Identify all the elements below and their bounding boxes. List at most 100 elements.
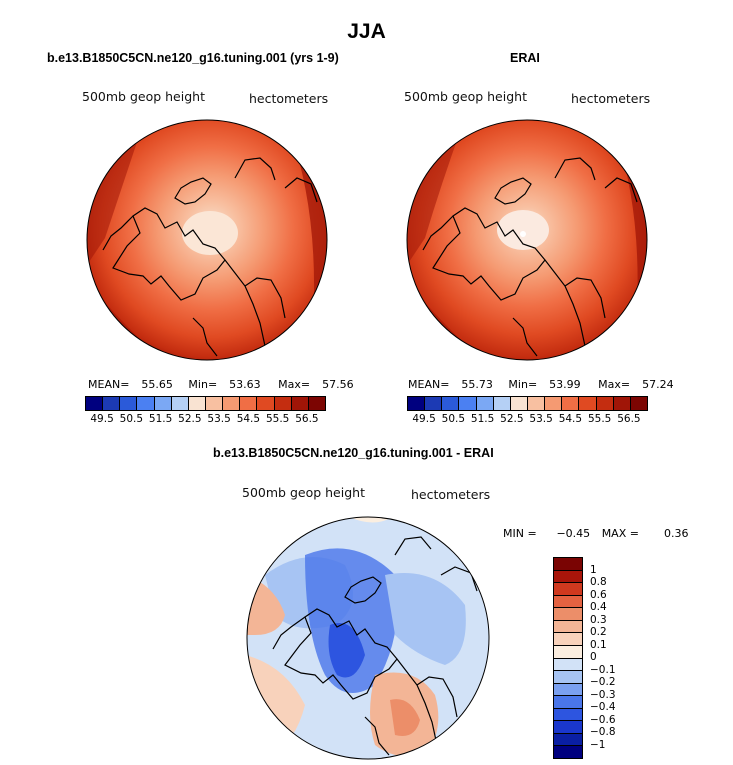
panel2-colorbar-tick-label: 51.5: [470, 413, 495, 425]
panel2-max-value: 57.24: [642, 378, 674, 391]
panel1-colorbar-swatch: [223, 397, 241, 410]
diff-colorbar-swatch: [554, 733, 582, 747]
panel2-colorbar-swatch: [459, 397, 477, 410]
panel2-variable-label: 500mb geop height: [404, 89, 527, 104]
panel2-colorbar-tick-label: 52.5: [500, 413, 524, 425]
diff-colorbar-tick-label: 0.8: [590, 576, 607, 588]
panel2-coastlines: [422, 157, 638, 357]
panel2-colorbar-swatch: [408, 397, 426, 410]
panel1-colorbar-tick-label: 56.5: [295, 413, 319, 425]
panel2-colorbar-tick-label: 56.5: [617, 413, 641, 425]
diff-colorbar-swatch: [554, 746, 582, 758]
panel1-colorbar-tick-label: 51.5: [148, 413, 173, 425]
diff-colorbar-ticks: 1 0.8 0.6 0.4 0.3 0.2 0.1 0 −0.1 −0.2 −0.3 −0.4 −0.6…: [590, 557, 630, 757]
diff-colorbar-swatch: [554, 696, 582, 709]
diff-map-border: [246, 516, 490, 760]
diff-colorbar-swatch: [554, 570, 582, 584]
panel1-colorbar-swatch: [274, 397, 292, 410]
panel1-colorbar-tick-label: 53.5: [207, 413, 231, 425]
diff-colorbar-swatch: [554, 708, 582, 722]
panel2-colorbar-swatch: [493, 397, 511, 410]
panel2-colorbar-tick-label: 53.5: [529, 413, 553, 425]
panel2-min-marker: [520, 231, 526, 237]
diff-title: b.e13.B1850C5CN.ne120_g16.tuning.001 - E…: [213, 446, 494, 460]
panel1-colorbar-swatch: [103, 397, 121, 410]
diff-colorbar-tick-label: 1: [590, 563, 597, 576]
diff-colorbar-tick-label: −0.6: [590, 713, 616, 726]
diff-colorbar-tick-label: −0.3: [590, 688, 616, 701]
panel1-polar-map: [86, 119, 328, 361]
diff-max-label: MAX =: [601, 527, 639, 540]
diff-neg-region-2: [305, 548, 398, 693]
panel2-colorbar-swatch: [545, 397, 563, 410]
panel1-colorbar-swatch: [205, 397, 224, 410]
panel2-title: ERAI: [510, 51, 540, 65]
diff-colorbar-tick-label: −0.8: [590, 726, 616, 738]
panel2-colorbar: [407, 396, 648, 411]
panel2-colorbar-swatch: [596, 397, 614, 410]
panel1-colorbar: [85, 396, 326, 411]
panel1-colorbar-swatch: [120, 397, 138, 410]
panel1-map-border: [86, 119, 328, 361]
panel1-colorbar-tick-label: 50.5: [119, 413, 144, 425]
diff-colorbar-tick-label: −0.2: [590, 676, 616, 688]
panel2-max-label: Max=: [598, 378, 631, 391]
diff-colorbar-tick-label: −0.1: [590, 663, 616, 676]
panel1-max-label: Max=: [278, 378, 311, 391]
panel2-colorbar-swatch: [562, 397, 580, 410]
panel2-colorbar-swatch: [579, 397, 597, 410]
panel2-colorbar-ticks: 49.5 50.5 51.5 52.5 53.5 54.5 55.5 56.5: [407, 413, 646, 427]
panel1-min-label: Min=: [188, 378, 218, 391]
panel1-stats: MEAN= 55.65 Min= 53.63 Max= 57.56: [88, 378, 354, 391]
panel2-min-value: 53.99: [549, 378, 581, 391]
diff-colorbar-swatch: [554, 633, 582, 646]
diff-minmax: MIN = −0.45 MAX = 0.36: [503, 527, 688, 540]
diff-neg-region-3: [385, 573, 466, 665]
panel2-mean-label: MEAN=: [408, 378, 450, 391]
diff-colorbar-tick-label: 0.1: [590, 638, 607, 651]
diff-neg-core: [328, 623, 365, 678]
diff-pos-core: [390, 699, 420, 736]
panel1-colorbar-tick-label: 55.5: [265, 413, 290, 425]
panel1-max-value: 57.56: [322, 378, 354, 391]
diff-colorbar-tick-label: 0.3: [590, 613, 607, 626]
panel2-min-label: Min=: [508, 378, 538, 391]
panel1-title: b.e13.B1850C5CN.ne120_g16.tuning.001 (yr…: [47, 51, 339, 65]
panel1-colorbar-swatch: [171, 397, 189, 410]
diff-max-value: 0.36: [663, 527, 689, 540]
panel2-colorbar-tick-label: 54.5: [558, 413, 583, 425]
panel2-mean-value: 55.73: [461, 378, 493, 391]
panel1-coastlines: [102, 157, 318, 357]
diff-colorbar-swatch: [554, 620, 582, 634]
panel2-colorbar-swatch: [442, 397, 460, 410]
panel1-colorbar-ticks: 49.5 50.5 51.5 52.5 53.5 54.5 55.5 56.5: [85, 413, 324, 427]
diff-min-value: −0.45: [556, 527, 591, 540]
diff-colorbar-swatch: [554, 558, 582, 571]
panel2-colorbar-tick-label: 50.5: [441, 413, 466, 425]
panel1-colorbar-swatch: [137, 397, 155, 410]
main-title: JJA: [347, 20, 386, 43]
diff-colorbar-swatch: [554, 595, 582, 609]
diff-colorbar-tick-label: −1: [590, 738, 606, 751]
panel2-colorbar-swatch: [510, 397, 528, 410]
panel2-low-center: [497, 210, 549, 250]
diff-colorbar-swatch: [554, 583, 582, 596]
panel2-colorbar-swatch: [630, 397, 647, 410]
panel2-colorbar-swatch: [613, 397, 631, 410]
panel1-min-value: 53.63: [229, 378, 261, 391]
panel2-colorbar-tick-label: 49.5: [412, 413, 436, 425]
panel2-map-border: [406, 119, 648, 361]
panel1-colorbar-swatch: [86, 397, 104, 410]
diff-colorbar-tick-label: −0.4: [590, 701, 616, 713]
panel1-colorbar-tick-label: 49.5: [90, 413, 114, 425]
diff-colorbar-swatch: [554, 721, 582, 734]
diff-min-label: MIN =: [503, 527, 537, 540]
panel2-polar-map: [406, 119, 648, 361]
panel1-low-center: [182, 211, 238, 255]
diff-colorbar-tick-label: 0.6: [590, 588, 607, 601]
diff-colorbar-tick-label: 0.4: [590, 601, 607, 613]
panel1-colorbar-swatch: [291, 397, 309, 410]
diff-polar-map: [246, 516, 490, 760]
diff-colorbar-swatch: [554, 683, 582, 697]
panel1-colorbar-swatch: [257, 397, 275, 410]
